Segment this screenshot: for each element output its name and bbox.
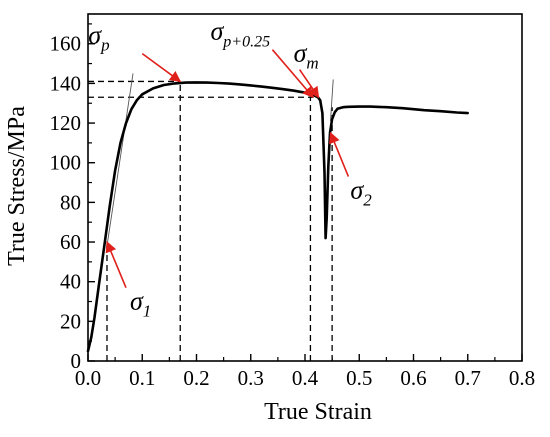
x-tick-label: 0.6 (400, 366, 426, 390)
annotation-arrow (271, 49, 314, 99)
reference-lines (88, 80, 333, 361)
y-tick-label: 120 (50, 111, 82, 135)
annotation-arrow (141, 53, 182, 83)
y-tick-label: 60 (60, 230, 81, 254)
annotation-label: σp (88, 21, 109, 55)
annotation-label: σ2 (350, 176, 372, 210)
offset-lines (106, 73, 334, 247)
annotation-label: σp+0.25 (210, 17, 270, 51)
annotation-arrow (329, 131, 350, 177)
y-tick-label: 0 (71, 349, 82, 373)
y-tick-label: 20 (60, 309, 81, 333)
annotation-label: σ1 (130, 287, 151, 321)
x-tick-label: 0.2 (183, 366, 209, 390)
y-tick-label: 100 (50, 151, 82, 175)
y-axis-title: True Stress/MPa (4, 106, 30, 266)
x-tick-label: 0.8 (509, 366, 535, 390)
y-tick-label: 80 (60, 190, 81, 214)
axes: 0.0 0.1 0.2 0.3 0.4 0.5 0.6 0.7 0.8 0 20 40 60 80 100 1… (50, 13, 535, 390)
x-tick-label: 0.5 (346, 366, 372, 390)
stress-strain-curve (86, 81, 470, 353)
annotation-arrow (298, 69, 320, 99)
x-tick-label: 0.4 (292, 366, 319, 390)
annotation-arrow (105, 240, 127, 288)
data-series (86, 81, 470, 353)
y-tick-label: 140 (50, 71, 82, 95)
offset-line (106, 73, 134, 247)
y-tick-label: 160 (50, 32, 82, 56)
annotation-label: σm (294, 39, 319, 73)
offset-line (330, 79, 334, 122)
y-tick-label: 40 (60, 270, 81, 294)
x-tick-label: 0.1 (129, 366, 155, 390)
x-axis-title: True Strain (264, 399, 372, 425)
x-tick-label: 0.7 (455, 366, 481, 390)
annotations: σp σp+0.25 σm σ1 σ2 (88, 17, 372, 321)
x-tick-label: 0.3 (238, 366, 264, 390)
x-tick-label: 0.0 (75, 366, 101, 390)
